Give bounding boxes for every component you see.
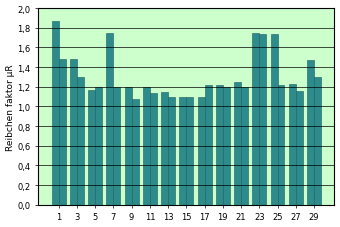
Y-axis label: Reibchen faktor μR: Reibchen faktor μR bbox=[5, 64, 15, 150]
Bar bbox=[314, 78, 321, 205]
Bar bbox=[241, 87, 248, 205]
Bar bbox=[277, 85, 285, 205]
Bar bbox=[252, 34, 259, 205]
Bar bbox=[205, 85, 211, 205]
Bar bbox=[289, 84, 296, 205]
Bar bbox=[223, 87, 230, 205]
Bar bbox=[132, 99, 138, 205]
Bar bbox=[161, 92, 168, 205]
Bar bbox=[52, 22, 58, 205]
Bar bbox=[113, 87, 120, 205]
Bar bbox=[198, 97, 205, 205]
Bar bbox=[271, 35, 277, 205]
Bar bbox=[95, 87, 102, 205]
Bar bbox=[296, 91, 303, 205]
Bar bbox=[125, 87, 132, 205]
Bar bbox=[259, 35, 266, 205]
Bar bbox=[186, 97, 193, 205]
Bar bbox=[106, 34, 113, 205]
Bar bbox=[70, 60, 77, 205]
Bar bbox=[307, 61, 314, 205]
Bar bbox=[180, 97, 186, 205]
Bar bbox=[168, 97, 175, 205]
Bar bbox=[77, 78, 84, 205]
Bar bbox=[143, 87, 150, 205]
Bar bbox=[216, 85, 223, 205]
Bar bbox=[150, 93, 157, 205]
Bar bbox=[88, 90, 95, 205]
Bar bbox=[58, 60, 66, 205]
Bar bbox=[234, 82, 241, 205]
